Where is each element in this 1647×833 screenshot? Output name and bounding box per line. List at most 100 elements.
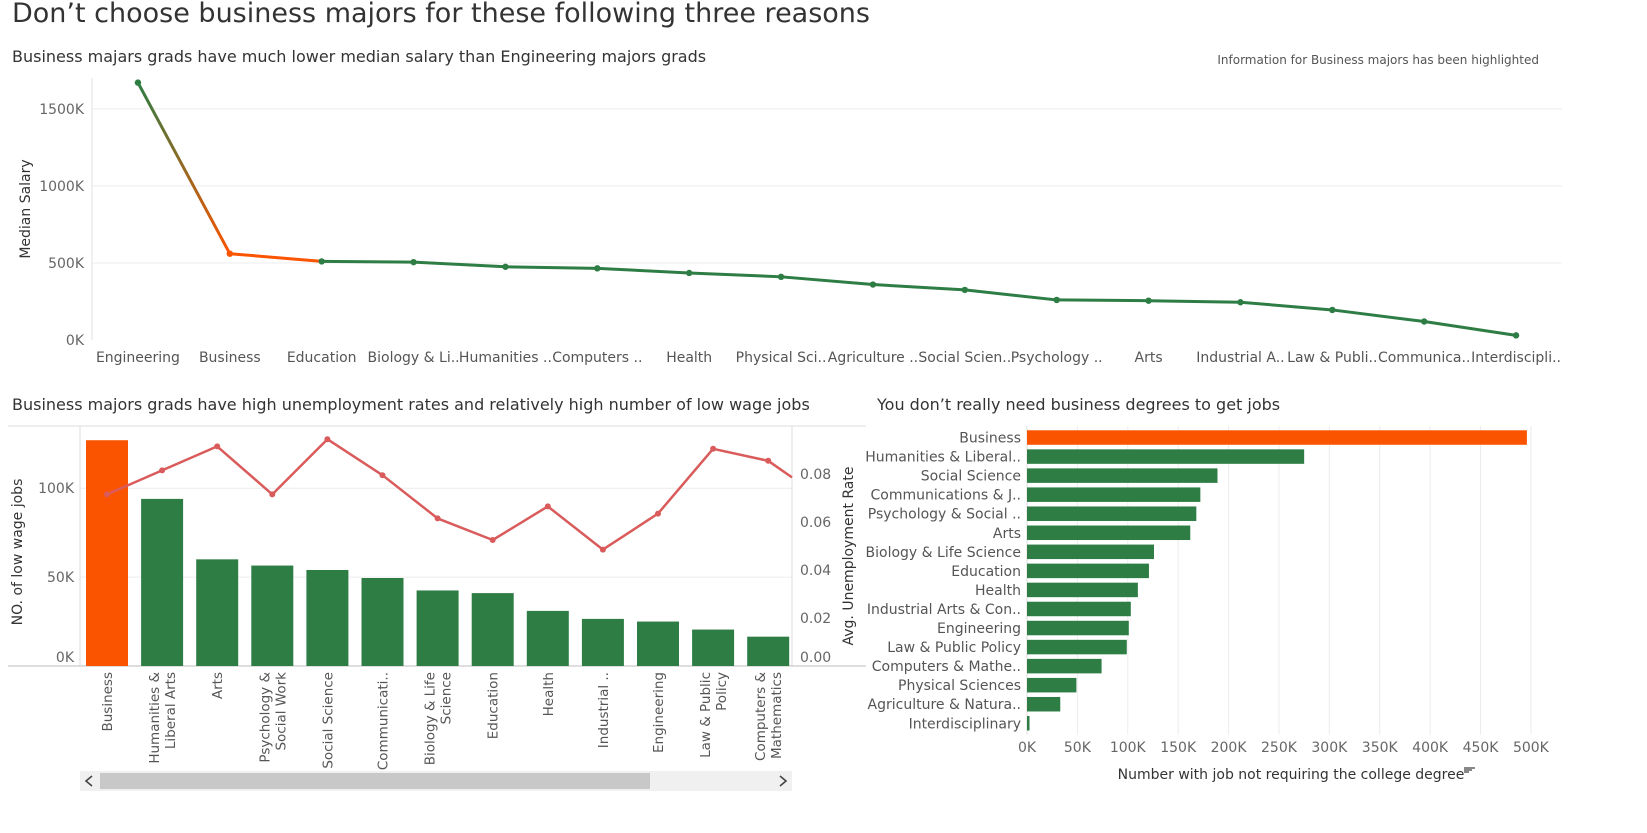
y-tick-label: Business [959,431,1021,447]
y-tick-label: Communications & J.. [871,488,1022,504]
y-tick-label: Arts [993,526,1021,542]
salary-line-segment [1147,299,1242,304]
salary-line-segment [1055,298,1151,303]
y-tick-label: 1000K [39,179,85,195]
low-wage-bar [471,593,514,666]
unemployment-rate-point [269,491,276,498]
x-tick-label: Liberal Arts [163,672,179,749]
y-tick-label: Biology & Life Science [866,545,1021,561]
jobs-bar [1027,582,1138,598]
y-tick-label: 100K [38,481,75,497]
low-wage-bar [526,610,569,666]
x-tick-label: Law & Publi.. [1287,350,1377,366]
unemployment-rate-point [489,537,496,543]
y-tick-label: 1500K [39,102,85,118]
x-tick-label: Education [486,672,502,739]
low-wage-bar [747,636,790,666]
x-tick-label: Arts [210,672,226,699]
dashboard-title: Don’t choose business majors for these f… [12,0,870,29]
x-tick-label: Social Science [320,672,336,769]
salary-point [410,258,417,266]
x-tick-label: Social Scien.. [918,350,1011,366]
salary-line-segment [1238,300,1334,312]
jobs-bar [1027,468,1218,483]
x-tick-label: Computers .. [552,350,642,366]
unemployment-rate-point [599,546,606,553]
x-tick-label: Arts [1135,350,1163,366]
y-tick-label: 50K [47,570,75,586]
y-tick-label: Social Science [921,469,1021,485]
x-tick-label: Communica.. [1378,350,1470,366]
y2-tick-label: 0.02 [800,611,831,627]
low-wage-bar [306,570,349,666]
y-tick-label: 500K [48,256,85,272]
salary-point [1420,318,1428,325]
x-tick-label: Social Work [273,672,289,751]
y2-tick-label: 0.00 [800,650,831,666]
low-wage-bar [141,498,184,666]
salary-line-segment [136,81,232,256]
y-tick-label: Computers & Mathe.. [872,659,1021,675]
salary-point [1053,296,1060,304]
salary-point [1145,297,1152,304]
sort-icon[interactable] [1464,767,1475,773]
x-tick-label: 500K [1513,740,1550,756]
low-wage-bar [251,565,294,666]
low-wage-bar [637,621,679,666]
scroll-left-arrow-icon[interactable] [84,775,93,787]
x-tick-label: Biology & Li.. [368,350,460,366]
jobs-bar [1027,677,1077,693]
scrollbar-thumb[interactable] [100,773,650,789]
x-tick-label: Agriculture .. [828,350,918,366]
low-wage-bar [416,590,459,666]
jobs-bar [1027,525,1191,541]
salary-point [685,269,693,277]
y-tick-label: Physical Sciences [898,678,1021,694]
x-tick-label: Law & Public [698,672,714,758]
low-wage-bar [361,578,404,666]
salary-line-segment [1330,308,1426,324]
scroll-right-arrow-icon[interactable] [779,775,788,787]
salary-point [777,273,785,281]
highlight-note: Information for Business majors has been… [1217,53,1539,67]
x-tick-label: 150K [1160,740,1197,756]
salary-line-segment [320,259,416,264]
low-wage-bar [581,618,624,666]
y-axis-title: Median Salary [18,159,34,258]
salary-point [1237,299,1244,306]
y2-tick-label: 0.04 [800,563,831,579]
salary-line-segment [595,266,691,275]
y-tick-label: 0K [66,333,85,349]
salary-line-segment [687,271,783,279]
y2-tick-label: 0.08 [800,467,831,483]
x-tick-label: Physical Sci.. [736,350,827,366]
jobs-bar [1027,601,1131,617]
x-tick-label: Science [439,672,455,724]
salary-point [961,286,969,294]
salary-point [502,263,509,270]
salary-point [318,258,325,265]
y-tick-label: Law & Public Policy [887,640,1021,656]
salary-line-segment [412,260,507,269]
x-tick-label: 300K [1311,740,1348,756]
unemployment-rate-point [434,515,441,522]
unemployment-rate-point [214,443,221,450]
salary-point [594,265,601,272]
salary-point [226,250,234,257]
salary-line-segment [1422,320,1518,337]
x-tick-label: 50K [1064,740,1092,756]
x-tick-label: Psychology .. [1011,350,1103,366]
unemployment-rate-point [765,457,772,464]
jobs-bar [1027,563,1149,579]
y2-axis-title: Avg. Unemployment Rate [841,467,857,646]
y-tick-label: Psychology & Social .. [868,507,1021,523]
x-tick-label: Education [287,350,357,366]
jobs-bar [1027,620,1129,636]
salary-point [1329,306,1336,314]
x-tick-label: Biology & Life [423,672,439,765]
x-tick-label: Engineering [651,672,667,753]
jobs-bar [1027,449,1305,464]
jobs-bar [1027,639,1127,655]
x-tick-label: Engineering [96,350,180,366]
y-tick-label: 0K [56,650,75,666]
